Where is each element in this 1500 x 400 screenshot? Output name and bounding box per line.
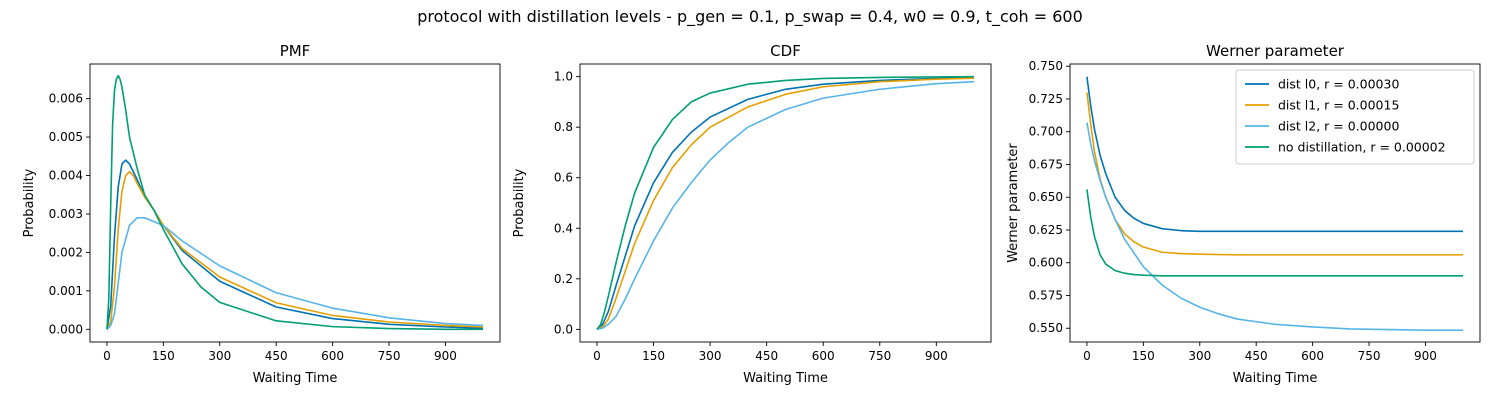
werner-y-tick-label: 0.625 xyxy=(1029,223,1063,237)
legend-label-no-distillation: no distillation, r = 0.00002 xyxy=(1278,140,1446,155)
werner-x-tick-label: 450 xyxy=(1245,349,1268,363)
pmf-x-tick-label: 0 xyxy=(103,349,111,363)
pmf-y-tick-label: 0.000 xyxy=(49,322,83,336)
cdf-y-axis-label: Probability xyxy=(512,168,527,237)
cdf-panel: 0 150 300 450 600 750 900 0.0 0.2 0.4 0.6 0.8 1.0 CDF… xyxy=(512,42,992,386)
pmf-y-tick-label: 0.003 xyxy=(49,207,83,221)
pmf-line-no-distillation xyxy=(106,74,484,331)
werner-x-axis-label: Waiting Time xyxy=(1233,371,1318,386)
werner-x-tick-label: 0 xyxy=(1083,349,1091,363)
pmf-line-dist-l1 xyxy=(106,170,484,330)
cdf-y-tick-label: 1.0 xyxy=(554,70,573,84)
cdf-x-tick-label: 150 xyxy=(642,349,665,363)
legend-label-dist-l1: dist l1, r = 0.00015 xyxy=(1278,98,1399,113)
werner-x-tick-label: 150 xyxy=(1132,349,1155,363)
cdf-x-tick-label: 750 xyxy=(868,349,891,363)
werner-y-tick-label: 0.575 xyxy=(1029,288,1063,302)
werner-y-tick-label: 0.700 xyxy=(1029,125,1063,139)
legend-label-dist-l0: dist l0, r = 0.00030 xyxy=(1278,77,1399,92)
werner-panel: 0 150 300 450 600 750 900 0.550 0.575 0.600 0.625 0… xyxy=(1006,42,1481,386)
werner-y-tick-label: 0.750 xyxy=(1029,59,1063,73)
werner-line-dist-l0 xyxy=(1086,76,1464,233)
legend-label-dist-l2: dist l2, r = 0.00000 xyxy=(1278,119,1399,134)
werner-y-tick-label: 0.650 xyxy=(1029,190,1063,204)
werner-title: Werner parameter xyxy=(1206,42,1345,60)
werner-axes-frame xyxy=(1069,63,1481,343)
cdf-plot-area xyxy=(580,64,991,342)
cdf-x-tick-label: 900 xyxy=(925,349,948,363)
werner-line-dist-l2 xyxy=(1086,122,1464,332)
werner-y-tick-label: 0.675 xyxy=(1029,157,1063,171)
pmf-y-tick-label: 0.006 xyxy=(49,92,83,106)
cdf-axes-frame xyxy=(579,63,992,343)
pmf-plot-area xyxy=(90,64,500,342)
werner-x-tick-label: 300 xyxy=(1188,349,1211,363)
cdf-y-tick-label: 0.8 xyxy=(554,120,573,134)
pmf-axes-frame xyxy=(89,63,501,343)
cdf-x-axis-label: Waiting Time xyxy=(743,371,828,386)
pmf-y-tick-label: 0.002 xyxy=(49,245,83,259)
werner-x-tick-label: 750 xyxy=(1358,349,1381,363)
cdf-x-tick-label: 600 xyxy=(812,349,835,363)
werner-x-tick-label: 600 xyxy=(1301,349,1324,363)
pmf-x-tick-label: 900 xyxy=(434,349,457,363)
cdf-x-tick-label: 300 xyxy=(699,349,722,363)
cdf-x-tick-label: 450 xyxy=(755,349,778,363)
werner-y-tick-label: 0.600 xyxy=(1029,256,1063,270)
pmf-y-axis-label: Probability xyxy=(22,168,37,237)
cdf-y-tick-label: 0.4 xyxy=(554,221,573,235)
werner-y-tick-label: 0.550 xyxy=(1029,321,1063,335)
pmf-x-tick-label: 450 xyxy=(265,349,288,363)
pmf-x-tick-label: 300 xyxy=(208,349,231,363)
cdf-line-dist-l2 xyxy=(596,80,975,331)
werner-line-dist-l1 xyxy=(1086,92,1464,256)
werner-x-tick-label: 900 xyxy=(1414,349,1437,363)
pmf-y-tick-label: 0.005 xyxy=(49,130,83,144)
legend-box xyxy=(1235,69,1475,165)
legend: dist l0, r = 0.00030 dist l1, r = 0.00015… xyxy=(1235,69,1475,165)
pmf-title: PMF xyxy=(280,42,311,60)
pmf-y-tick-label: 0.004 xyxy=(49,169,83,183)
cdf-y-tick-label: 0.0 xyxy=(554,322,573,336)
pmf-line-dist-l2 xyxy=(106,217,484,330)
werner-y-axis-label: Werner parameter xyxy=(1006,143,1021,263)
cdf-line-dist-l1 xyxy=(596,77,975,331)
cdf-line-no-distillation xyxy=(596,75,975,330)
figure-title: protocol with distillation levels - p_ge… xyxy=(417,7,1083,27)
pmf-x-tick-label: 750 xyxy=(378,349,401,363)
cdf-y-tick-label: 0.2 xyxy=(554,272,573,286)
cdf-x-tick-label: 0 xyxy=(593,349,601,363)
pmf-y-tick-label: 0.001 xyxy=(49,284,83,298)
werner-line-no-distillation xyxy=(1086,189,1464,277)
pmf-x-tick-label: 150 xyxy=(152,349,175,363)
pmf-x-tick-label: 600 xyxy=(321,349,344,363)
pmf-x-axis-label: Waiting Time xyxy=(253,371,338,386)
cdf-line-dist-l0 xyxy=(596,76,975,330)
cdf-title: CDF xyxy=(770,42,801,60)
pmf-panel: 0 150 300 450 600 750 900 0.000 0.001 0.002 0.003 0… xyxy=(22,42,501,386)
werner-y-tick-label: 0.725 xyxy=(1029,92,1063,106)
cdf-y-tick-label: 0.6 xyxy=(554,171,573,185)
